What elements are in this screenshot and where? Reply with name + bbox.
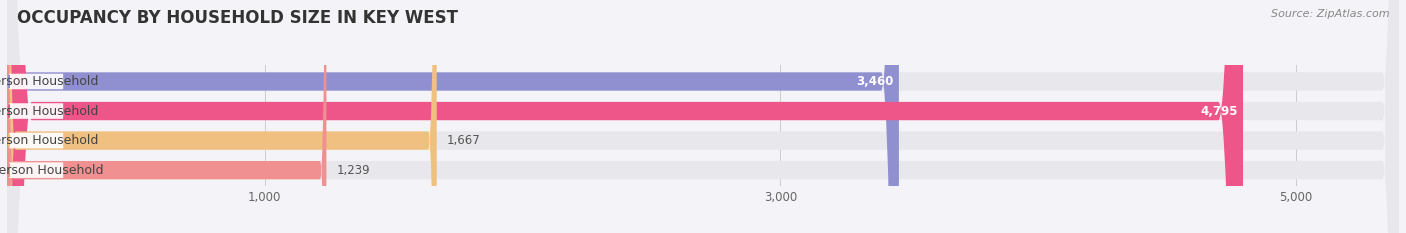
FancyBboxPatch shape [8, 103, 63, 119]
Text: 4+ Person Household: 4+ Person Household [0, 164, 104, 177]
Text: Source: ZipAtlas.com: Source: ZipAtlas.com [1271, 9, 1389, 19]
FancyBboxPatch shape [8, 133, 63, 148]
FancyBboxPatch shape [7, 0, 1243, 233]
FancyBboxPatch shape [7, 0, 326, 233]
FancyBboxPatch shape [7, 0, 437, 233]
FancyBboxPatch shape [8, 74, 63, 89]
Text: 2-Person Household: 2-Person Household [0, 105, 98, 117]
Text: 1,239: 1,239 [336, 164, 370, 177]
FancyBboxPatch shape [7, 0, 898, 233]
Text: 1-Person Household: 1-Person Household [0, 75, 98, 88]
FancyBboxPatch shape [8, 162, 63, 178]
FancyBboxPatch shape [7, 0, 1399, 233]
Text: 4,795: 4,795 [1201, 105, 1237, 117]
Text: OCCUPANCY BY HOUSEHOLD SIZE IN KEY WEST: OCCUPANCY BY HOUSEHOLD SIZE IN KEY WEST [17, 9, 458, 27]
Text: 3,460: 3,460 [856, 75, 894, 88]
Text: 1,667: 1,667 [447, 134, 481, 147]
FancyBboxPatch shape [7, 0, 1399, 233]
FancyBboxPatch shape [7, 0, 1399, 233]
FancyBboxPatch shape [7, 0, 1399, 233]
Text: 3-Person Household: 3-Person Household [0, 134, 98, 147]
